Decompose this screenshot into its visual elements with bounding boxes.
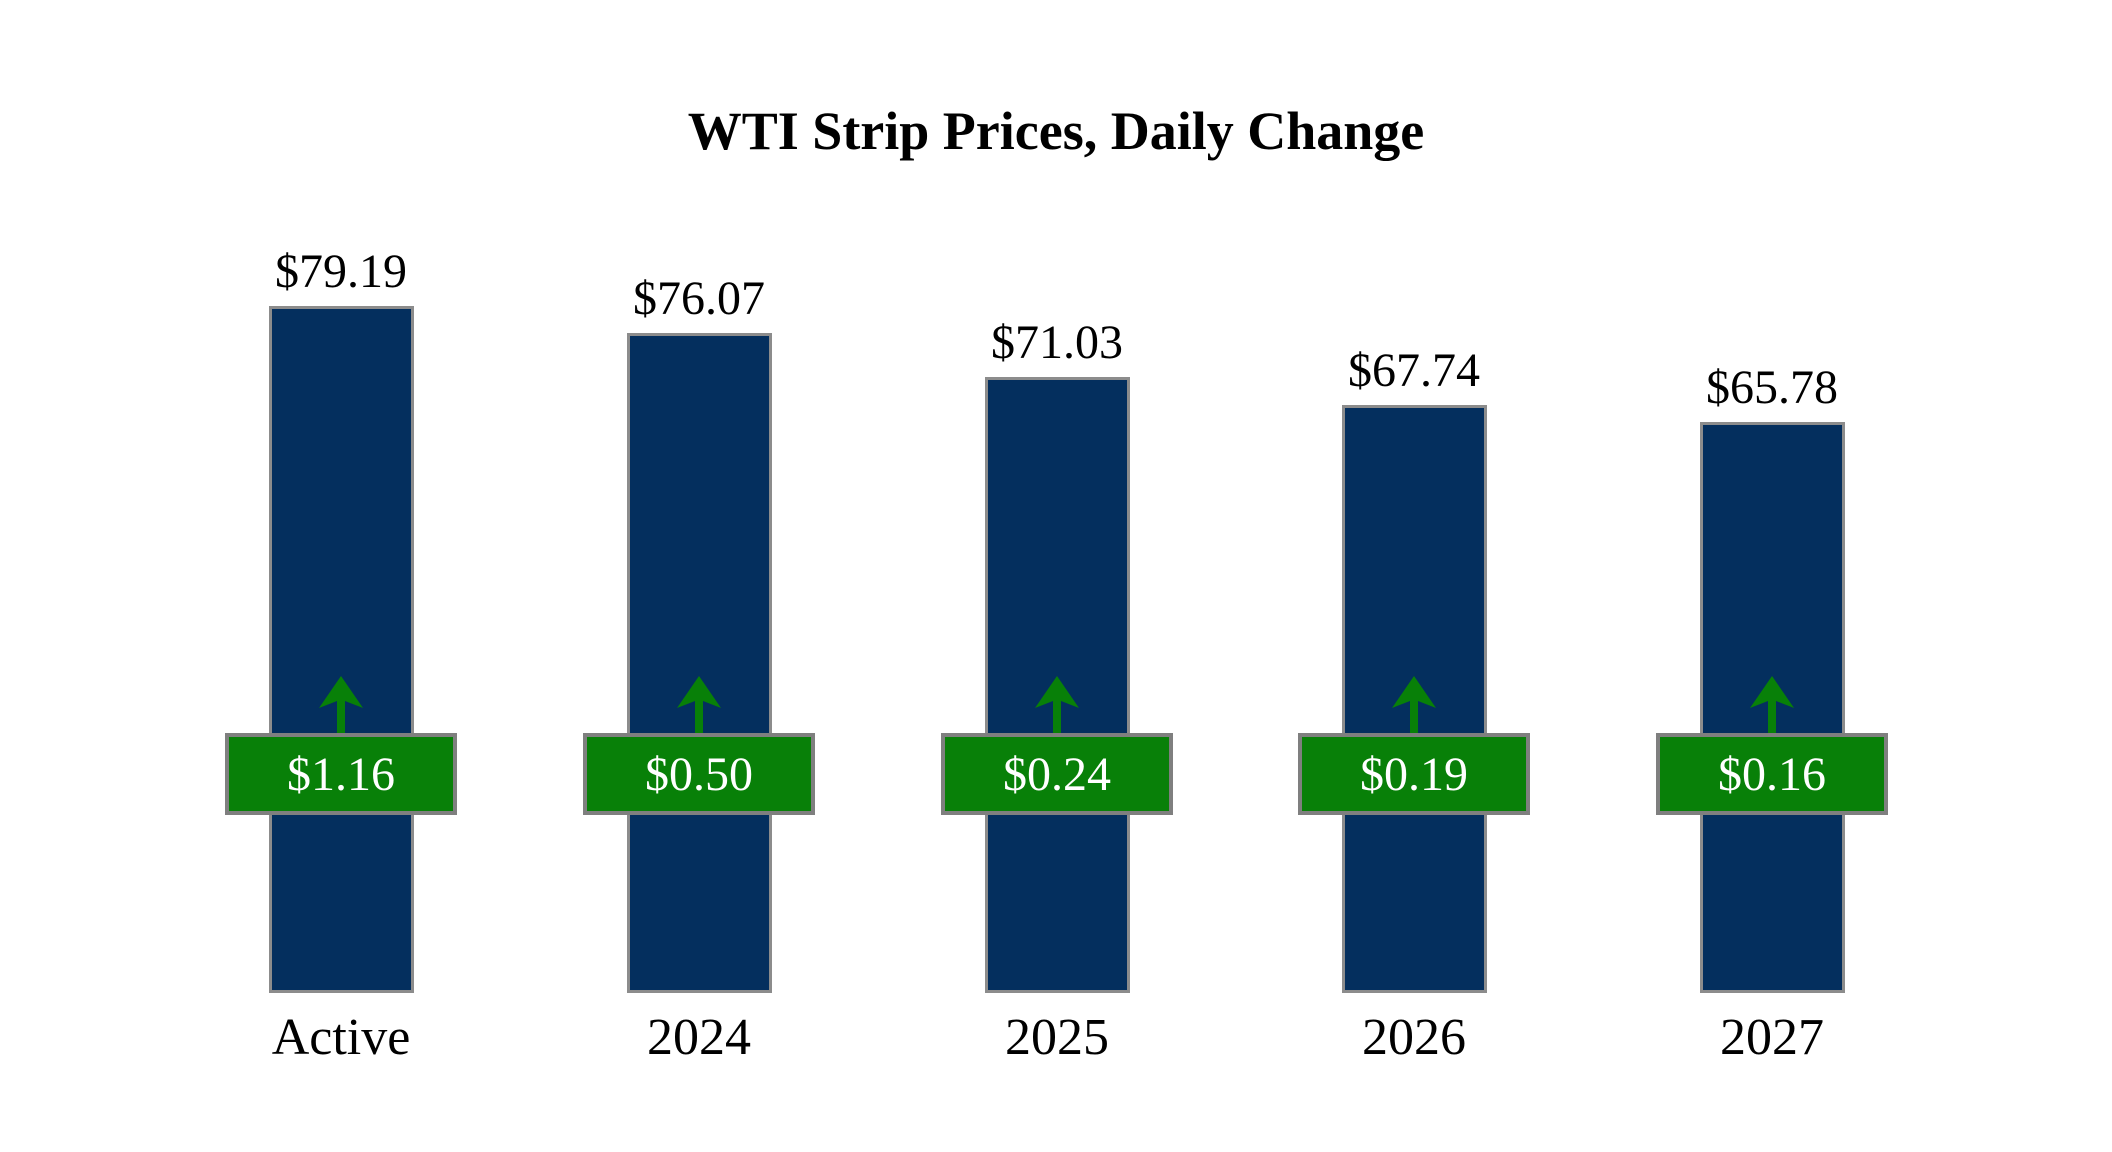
up-arrow-icon [1745, 676, 1799, 734]
price-label: $65.78 [1706, 361, 1838, 414]
up-arrow-icon [672, 676, 726, 734]
bar [626, 333, 772, 993]
change-badge-label: $0.50 [645, 747, 753, 801]
price-label: $79.19 [275, 245, 407, 298]
category-label: 2024 [647, 1009, 751, 1066]
change-badge-label: $1.16 [287, 747, 395, 801]
price-label: $67.74 [1348, 344, 1480, 397]
up-arrow-icon [1387, 676, 1441, 734]
change-badge: $0.50 [583, 733, 815, 815]
change-badge: $0.24 [941, 733, 1173, 815]
bar [1341, 405, 1487, 993]
up-arrow-icon [314, 676, 368, 734]
chart-title: WTI Strip Prices, Daily Change [687, 101, 1425, 161]
change-badge: $0.16 [1656, 733, 1888, 815]
change-badge-label: $0.24 [1003, 747, 1111, 801]
change-badge: $1.16 [225, 733, 457, 815]
change-badge-label: $0.19 [1360, 747, 1468, 801]
category-label: 2026 [1362, 1009, 1466, 1066]
bar [268, 306, 414, 993]
category-label: 2027 [1720, 1009, 1824, 1066]
change-badge: $0.19 [1298, 733, 1530, 815]
change-badge-label: $0.16 [1718, 747, 1826, 801]
price-label: $76.07 [633, 272, 765, 325]
category-label: Active [271, 1009, 411, 1066]
category-label: 2025 [1005, 1009, 1109, 1066]
up-arrow-icon [1030, 676, 1084, 734]
price-label: $71.03 [991, 316, 1123, 369]
